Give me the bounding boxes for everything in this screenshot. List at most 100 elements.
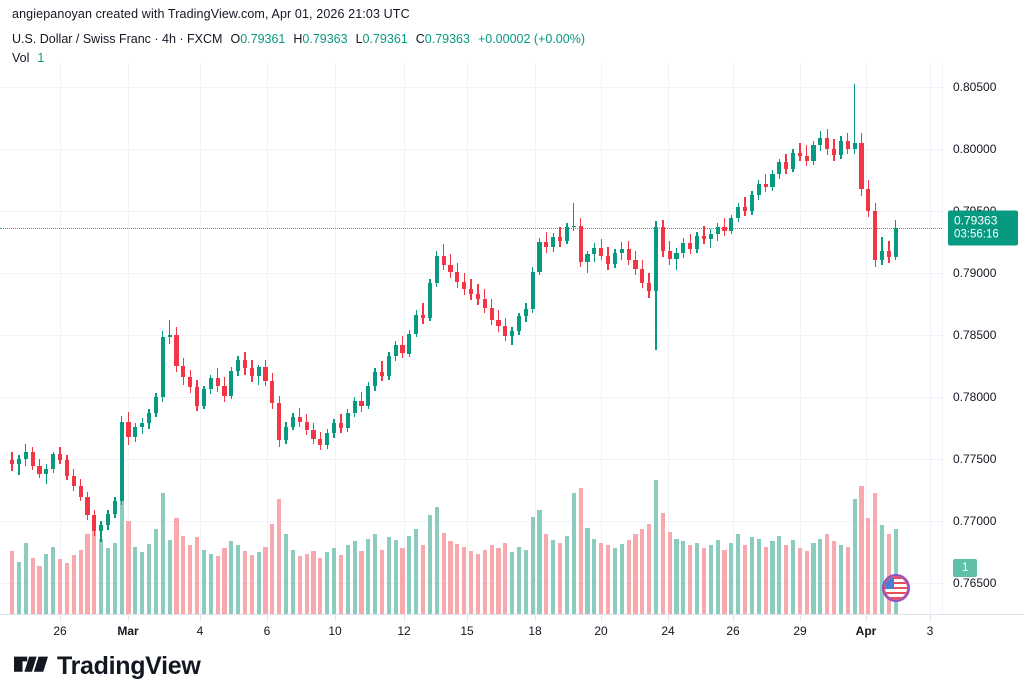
flag-stripe [884, 577, 907, 580]
time-scale[interactable]: 26 Mar 4 6 10 12 15 18 20 24 26 29 Apr 3 [0, 614, 1024, 646]
candle-wick [18, 455, 20, 476]
volume-bar [30, 557, 35, 614]
candle-body [393, 344, 398, 356]
volume-bar [770, 541, 775, 614]
time-axis-separator [535, 615, 536, 621]
volume-bar [407, 535, 412, 614]
candle-body [626, 249, 631, 261]
time-tick-label: 24 [661, 624, 675, 638]
candle-body [386, 355, 391, 376]
grid-line-horizontal [0, 520, 942, 522]
candle-wick [675, 248, 678, 271]
candle-body [167, 334, 172, 338]
time-axis-separator [601, 615, 602, 621]
candle-body [879, 250, 885, 261]
flag-stripe [884, 581, 907, 585]
candle-body [681, 243, 686, 254]
candle-body [462, 281, 467, 289]
attribution-text: angiepanoyan created with TradingView.co… [12, 7, 410, 21]
volume-bar [236, 545, 241, 614]
volume-bar [345, 545, 350, 614]
candle-wick [764, 173, 767, 193]
candle-body [105, 513, 111, 525]
flag-stripe [884, 579, 907, 582]
time-axis-separator [930, 615, 931, 621]
candle-body [85, 497, 90, 515]
candle-wick [703, 225, 705, 245]
volume-label[interactable]: Vol [12, 51, 30, 65]
candle-body [270, 380, 275, 404]
candle-body [544, 241, 549, 247]
candle-body [277, 403, 282, 441]
candle-body [311, 430, 316, 440]
open-label: O [230, 32, 241, 46]
volume-bar [701, 548, 707, 614]
candle-body [434, 255, 439, 283]
candle-body [886, 250, 891, 257]
flag-canton [884, 577, 894, 590]
flag-stripe [884, 596, 907, 599]
volume-bar [763, 546, 768, 614]
volume-bar [633, 534, 638, 614]
grid-line-horizontal [0, 210, 942, 212]
candle-body [585, 254, 590, 262]
price-scale[interactable]: 0.805000.800000.795000.790000.785000.780… [942, 62, 1024, 614]
volume-bar [297, 556, 302, 614]
current-price-value: 0.79363 [954, 213, 998, 228]
volume-bar [722, 549, 727, 614]
time-tick-label: 4 [196, 624, 204, 638]
us-flag-icon[interactable] [881, 574, 910, 602]
time-axis-separator [467, 615, 468, 621]
candle-body [592, 248, 597, 255]
candle-wick [799, 142, 801, 162]
candle-body [715, 226, 720, 235]
time-tick-label: 10 [328, 624, 342, 638]
volume-bar [147, 544, 152, 614]
candle-body [551, 236, 556, 247]
candle-body [701, 235, 707, 240]
volume-bar [516, 546, 522, 614]
candle-body [297, 416, 302, 422]
volume-bar [811, 542, 816, 614]
candle-wick [422, 302, 424, 324]
candle-body [338, 422, 343, 428]
current-price-badge: 0.79363 03:56:16 [948, 210, 1018, 246]
ohlc-close: C0.79363 [416, 31, 470, 48]
time-tick-label: 20 [594, 624, 608, 638]
volume-bar [366, 538, 371, 614]
time-tick-label: Apr [855, 624, 877, 638]
candle-body [64, 460, 69, 477]
tradingview-logo[interactable]: TradingView [14, 652, 201, 681]
candle-body [468, 289, 474, 294]
volume-bar [256, 552, 261, 614]
volume-bar [674, 538, 679, 614]
candle-wick [45, 463, 48, 484]
grid-line-horizontal [0, 272, 942, 274]
candle-body [222, 385, 227, 396]
current-price-line [0, 227, 942, 229]
volume-bar [462, 546, 467, 614]
volume-bar [886, 534, 891, 614]
candle-body [427, 282, 433, 318]
volume-bar [160, 493, 165, 614]
price-tick-label: 0.76500 [953, 575, 997, 590]
volume-bar [653, 479, 659, 614]
volume-bar [537, 509, 542, 614]
chart-plot-area[interactable] [0, 62, 942, 614]
volume-bar [311, 550, 316, 614]
symbol-title[interactable]: U.S. Dollar / Swiss Franc · 4h · FXCM [12, 32, 223, 46]
candle-body [421, 315, 426, 318]
volume-bar [242, 550, 248, 614]
legend-volume-row: Vol 1 [12, 50, 585, 67]
volume-bar [503, 542, 508, 614]
candle-body [304, 421, 309, 431]
candle-body [30, 451, 35, 467]
volume-bar [640, 529, 645, 614]
grid-line-horizontal [0, 86, 942, 88]
candle-body [51, 453, 56, 469]
volume-bar [92, 527, 97, 614]
candle-body [784, 162, 789, 169]
volume-bar [290, 549, 296, 614]
candle-wick [573, 203, 575, 231]
volume-bar [845, 546, 850, 614]
